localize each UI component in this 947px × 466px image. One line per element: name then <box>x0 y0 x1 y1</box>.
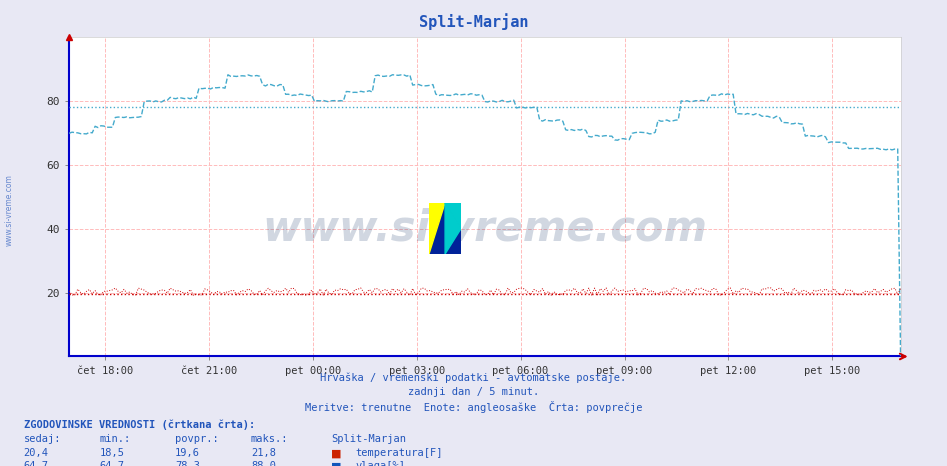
Polygon shape <box>429 203 461 254</box>
Text: min.:: min.: <box>99 434 131 444</box>
Text: 64,7: 64,7 <box>99 461 124 466</box>
Text: Meritve: trenutne  Enote: angleosaške  Črta: povprečje: Meritve: trenutne Enote: angleosaške Črt… <box>305 401 642 413</box>
Text: 20,4: 20,4 <box>24 448 48 458</box>
Polygon shape <box>445 203 461 254</box>
Text: 19,6: 19,6 <box>175 448 200 458</box>
Text: ZGODOVINSKE VREDNOSTI (črtkana črta):: ZGODOVINSKE VREDNOSTI (črtkana črta): <box>24 419 255 430</box>
Text: ■: ■ <box>331 448 342 458</box>
Text: sedaj:: sedaj: <box>24 434 62 444</box>
Text: ■: ■ <box>331 461 342 466</box>
Text: www.si-vreme.com: www.si-vreme.com <box>262 208 707 250</box>
Text: povpr.:: povpr.: <box>175 434 219 444</box>
Text: zadnji dan / 5 minut.: zadnji dan / 5 minut. <box>408 387 539 397</box>
Text: vlaga[%]: vlaga[%] <box>355 461 405 466</box>
Polygon shape <box>429 203 445 254</box>
Text: 21,8: 21,8 <box>251 448 276 458</box>
Text: Hrvaška / vremenski podatki - avtomatske postaje.: Hrvaška / vremenski podatki - avtomatske… <box>320 373 627 384</box>
Text: 78,3: 78,3 <box>175 461 200 466</box>
Text: www.si-vreme.com: www.si-vreme.com <box>5 174 14 246</box>
Text: 64,7: 64,7 <box>24 461 48 466</box>
Text: 18,5: 18,5 <box>99 448 124 458</box>
Text: 88,0: 88,0 <box>251 461 276 466</box>
Polygon shape <box>445 203 461 228</box>
Text: maks.:: maks.: <box>251 434 289 444</box>
Text: temperatura[F]: temperatura[F] <box>355 448 442 458</box>
Text: Split-Marjan: Split-Marjan <box>419 13 528 30</box>
Text: Split-Marjan: Split-Marjan <box>331 434 406 444</box>
